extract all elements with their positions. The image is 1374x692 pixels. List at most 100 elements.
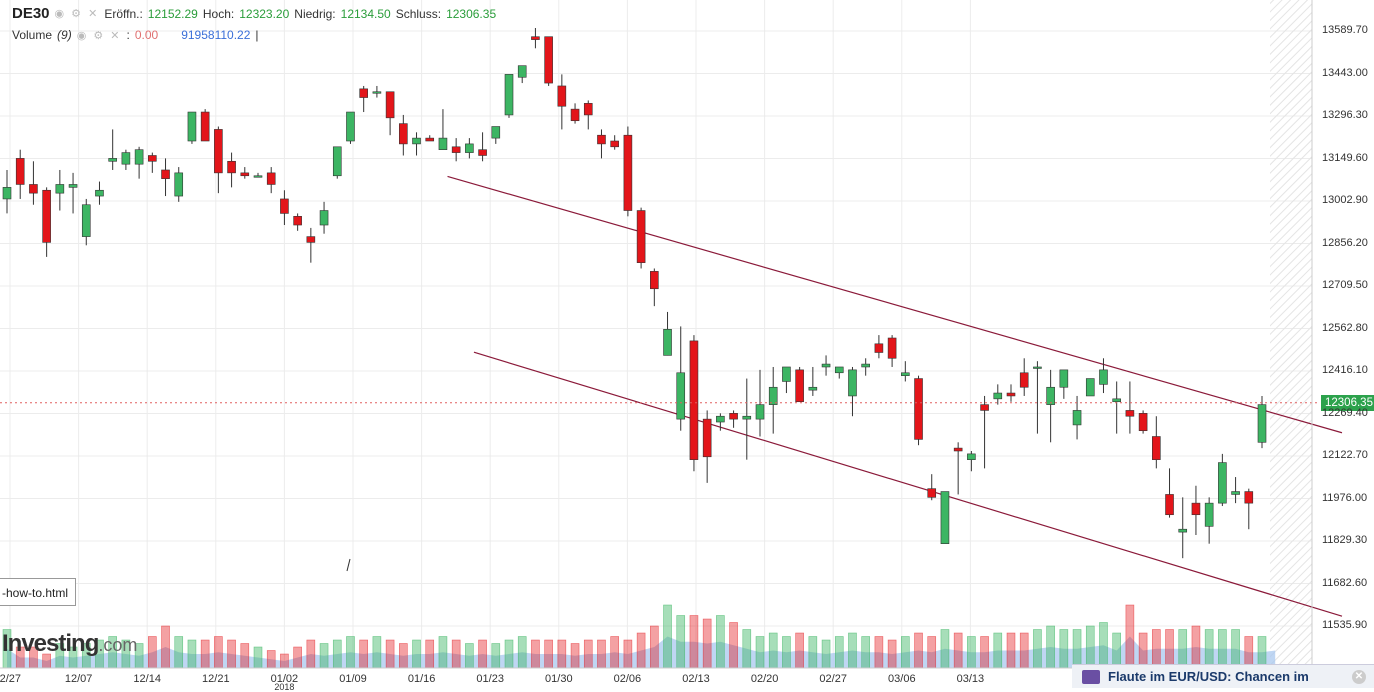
candle-body (874, 343, 884, 353)
candle-body (148, 155, 157, 162)
volume-bar (1178, 629, 1188, 669)
volume-bar (861, 636, 870, 669)
candle-body (15, 158, 25, 185)
volume-bar (874, 636, 884, 669)
volume-bar (650, 625, 659, 669)
volume-bar (1085, 625, 1095, 669)
x-tick-label: 12/27 (0, 673, 22, 685)
candle-body (782, 366, 791, 382)
candle-body (795, 369, 804, 403)
candle (2, 169, 12, 214)
candle-body (623, 134, 633, 211)
candle (438, 109, 448, 150)
volume-bar (200, 639, 210, 669)
candle (95, 181, 104, 205)
logo-suffix: .com (98, 635, 138, 655)
candle-body (967, 453, 976, 460)
candle-body (663, 329, 672, 356)
candle-body (517, 65, 527, 78)
volume-bar (1165, 629, 1174, 669)
candle (148, 152, 157, 173)
candle (1046, 369, 1055, 443)
candle-body (42, 189, 51, 243)
y-tick-label: 13296.30 (1322, 109, 1368, 121)
y-tick-label: 11829.30 (1322, 534, 1368, 546)
candle (861, 358, 870, 376)
x-tick-label: 01/09 (339, 673, 367, 685)
candle-body (636, 210, 646, 263)
candle (346, 111, 355, 144)
candle-body (887, 337, 897, 359)
candle (742, 378, 752, 460)
x-year-label: 2018 (274, 682, 295, 692)
link-tooltip[interactable]: -how-to.html (0, 578, 76, 606)
volume-bar (148, 636, 157, 669)
volume-bar (266, 650, 276, 669)
x-tick-label: 12/14 (133, 673, 161, 685)
candle (42, 187, 51, 257)
candle (319, 201, 329, 234)
candle-body (557, 85, 567, 107)
candle (1019, 358, 1029, 396)
volume-bar (570, 643, 580, 669)
candle-body (385, 91, 395, 119)
candle (901, 361, 910, 382)
volume-bar (1046, 625, 1055, 669)
candle (491, 126, 501, 144)
candle-body (55, 184, 65, 194)
volume-bar (768, 632, 778, 669)
volume-bar (583, 639, 593, 669)
volume-bar (319, 643, 329, 669)
candle-body (359, 88, 368, 98)
candle (1112, 381, 1121, 434)
candle-body (1099, 369, 1108, 385)
volume-period: (9) (57, 28, 72, 42)
ohlc-row: DE30 ◉ ⚙ ✕ Eröffn.: 12152.29 Hoch: 12323… (12, 5, 496, 22)
volume-visibility-icon[interactable]: ◉ ⚙ ✕ (76, 29, 122, 42)
candle (887, 335, 897, 367)
volume-bar (332, 639, 342, 669)
volume-bar (425, 639, 435, 669)
banner-text[interactable]: Flaute im EUR/USD: Chancen im (1108, 669, 1309, 684)
candle (306, 227, 316, 263)
volume-bar (663, 604, 672, 669)
candle (716, 413, 725, 431)
volume-bar (161, 625, 170, 669)
candle-body (927, 488, 937, 498)
visibility-icon[interactable]: ◉ ⚙ ✕ (54, 8, 100, 20)
volume-bar (214, 636, 223, 669)
candle (1257, 395, 1267, 449)
candle-body (861, 363, 870, 368)
news-banner[interactable]: Flaute im EUR/USD: Chancen im ✕ (1072, 664, 1374, 688)
candle-body (95, 189, 104, 197)
volume-bar (980, 636, 989, 669)
candle-body (716, 415, 725, 423)
candle (1218, 453, 1227, 507)
candle (597, 129, 606, 159)
volume-bar (782, 636, 791, 669)
volume-bar (359, 639, 368, 669)
volume-bar (372, 636, 382, 669)
volume-bar (1099, 622, 1108, 669)
candle-body (808, 386, 818, 391)
volume-bar (755, 636, 765, 669)
future-hatch-area (1270, 0, 1312, 668)
volume-bar (438, 636, 448, 669)
volume-bar (1112, 632, 1121, 669)
close-icon[interactable]: ✕ (1352, 669, 1366, 684)
volume-bar (1152, 629, 1161, 669)
candle-body (372, 91, 382, 94)
candle-body (544, 36, 553, 84)
candle-body (1178, 528, 1188, 533)
volume-cursor: | (255, 28, 259, 42)
volume-bar (742, 629, 752, 669)
candle-body (583, 103, 593, 116)
last-price-tag: 12306.35 (1321, 394, 1374, 411)
x-tick-label: 02/27 (819, 673, 847, 685)
channel-line-lower (473, 351, 1343, 617)
candle-body (478, 149, 487, 156)
volume-bar (544, 639, 553, 669)
volume-row: Volume (9) ◉ ⚙ ✕ : 0.00 91958110.22 | (12, 28, 259, 42)
volume-bar (1138, 632, 1148, 669)
